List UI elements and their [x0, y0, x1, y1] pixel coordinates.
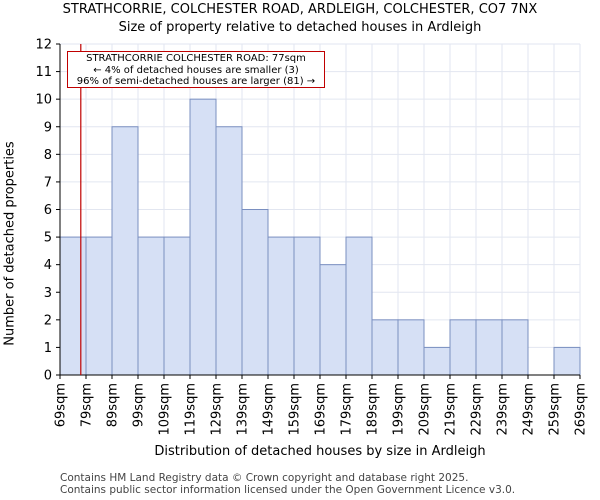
- bar-189sqm: [371, 319, 399, 376]
- x-tick-label-99sqm: 99sqm: [132, 383, 147, 427]
- x-tick-label-119sqm: 119sqm: [184, 383, 199, 436]
- property-annotation-box: STRATHCORRIE COLCHESTER ROAD: 77sqm ← 4%…: [67, 51, 325, 88]
- y-axis-label: Number of detached properties: [2, 141, 18, 346]
- x-tick-label-219sqm: 219sqm: [444, 383, 459, 436]
- y-tick-label-6: 6: [44, 203, 52, 218]
- bar-119sqm: [189, 98, 217, 376]
- bar-169sqm: [319, 264, 347, 376]
- footer-line1: Contains HM Land Registry data © Crown c…: [60, 472, 469, 484]
- y-tick-label-7: 7: [44, 175, 52, 190]
- annotation-line1: STRATHCORRIE COLCHESTER ROAD: 77sqm: [86, 53, 306, 64]
- x-tick-label-259sqm: 259sqm: [548, 383, 563, 436]
- x-tick-label-189sqm: 189sqm: [366, 383, 381, 436]
- x-tick-label-209sqm: 209sqm: [418, 383, 433, 436]
- x-tick-label-169sqm: 169sqm: [314, 383, 329, 436]
- bar-159sqm: [293, 236, 321, 376]
- bar-109sqm: [163, 236, 191, 376]
- bar-229sqm: [475, 319, 503, 376]
- bar-129sqm: [215, 126, 243, 376]
- bar-89sqm: [111, 126, 139, 376]
- y-tick-label-0: 0: [44, 369, 52, 384]
- y-tick-label-4: 4: [44, 258, 52, 273]
- bar-139sqm: [241, 209, 269, 376]
- bar-99sqm: [137, 236, 165, 376]
- bar-179sqm: [345, 236, 373, 376]
- bar-259sqm: [553, 346, 581, 376]
- chart-title-line2: Size of property relative to detached ho…: [118, 20, 482, 35]
- x-tick-label-139sqm: 139sqm: [236, 383, 251, 436]
- x-tick-label-79sqm: 79sqm: [80, 383, 95, 427]
- chart-title-line1: STRATHCORRIE, COLCHESTER ROAD, ARDLEIGH,…: [62, 2, 538, 17]
- y-tick-label-12: 12: [35, 38, 52, 53]
- x-tick-label-229sqm: 229sqm: [470, 383, 485, 436]
- y-tick-label-2: 2: [44, 313, 52, 328]
- x-tick-label-249sqm: 249sqm: [522, 383, 537, 436]
- bar-79sqm: [85, 236, 113, 376]
- x-tick-label-109sqm: 109sqm: [158, 383, 173, 436]
- x-tick-label-199sqm: 199sqm: [392, 383, 407, 436]
- annotation-line3: 96% of semi-detached houses are larger (…: [76, 76, 316, 87]
- footer-line2: Contains public sector information licen…: [60, 484, 516, 496]
- x-tick-label-149sqm: 149sqm: [262, 383, 277, 436]
- bar-219sqm: [449, 319, 477, 376]
- annotation-line2: ← 4% of detached houses are smaller (3): [93, 64, 299, 76]
- bar-69sqm: [59, 236, 87, 376]
- y-tick-label-9: 9: [44, 120, 52, 135]
- y-tick-label-5: 5: [44, 231, 52, 246]
- x-tick-label-129sqm: 129sqm: [210, 383, 225, 436]
- x-tick-label-159sqm: 159sqm: [288, 383, 303, 436]
- x-axis-label: Distribution of detached houses by size …: [154, 444, 486, 459]
- bar-199sqm: [397, 319, 425, 376]
- y-tick-label-8: 8: [44, 148, 52, 163]
- x-tick-label-239sqm: 239sqm: [496, 383, 511, 436]
- bar-149sqm: [267, 236, 295, 376]
- bar-239sqm: [501, 319, 529, 376]
- bar-209sqm: [423, 346, 451, 376]
- x-tick-label-269sqm: 269sqm: [574, 383, 589, 436]
- y-tick-label-10: 10: [35, 93, 52, 108]
- x-tick-label-69sqm: 69sqm: [54, 383, 69, 427]
- y-tick-label-11: 11: [35, 65, 52, 80]
- y-tick-label-3: 3: [44, 286, 52, 301]
- y-tick-label-1: 1: [44, 341, 52, 356]
- x-tick-label-89sqm: 89sqm: [106, 383, 121, 427]
- x-tick-label-179sqm: 179sqm: [340, 383, 355, 436]
